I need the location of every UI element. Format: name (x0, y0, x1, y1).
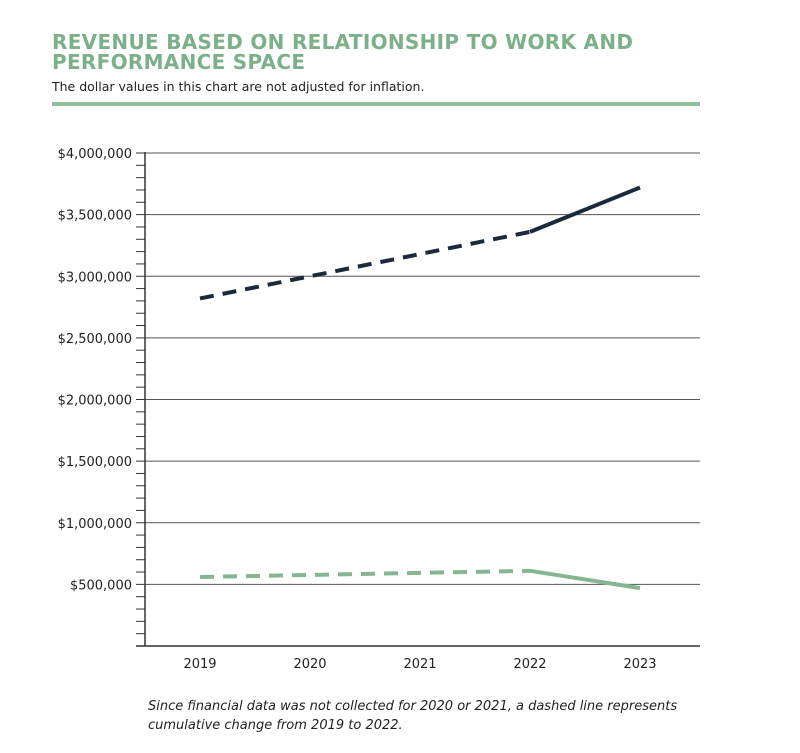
y-tick-label: $2,000,000 (58, 394, 132, 409)
footnote: Since financial data was not collected f… (148, 699, 678, 733)
y-tick-label: $1,000,000 (58, 517, 132, 532)
y-tick-label: $3,500,000 (58, 209, 132, 224)
series-1-dashed-segment (199, 229, 531, 301)
x-tick-label: 2022 (513, 657, 546, 672)
y-tick-label: $2,500,000 (58, 332, 132, 347)
y-tick-label: $500,000 (70, 578, 132, 593)
x-tick-label: 2023 (623, 657, 656, 672)
x-tick-label: 2021 (403, 657, 436, 672)
series-1-solid-segment (529, 185, 641, 234)
x-tick-label: 2019 (183, 657, 216, 672)
chart-subtitle: The dollar values in this chart are not … (52, 79, 425, 94)
x-tick-label: 2020 (293, 657, 326, 672)
series-2-solid-segment (529, 568, 641, 591)
y-tick-label: $1,500,000 (58, 455, 132, 470)
y-tick-label: $4,000,000 (58, 147, 132, 162)
y-tick-label: $3,000,000 (58, 270, 132, 285)
series-2-dashed-segment (199, 568, 531, 579)
chart-title: REVENUE BASED ON RELATIONSHIP TO WORK AN… (52, 30, 634, 74)
title-divider (52, 102, 700, 106)
